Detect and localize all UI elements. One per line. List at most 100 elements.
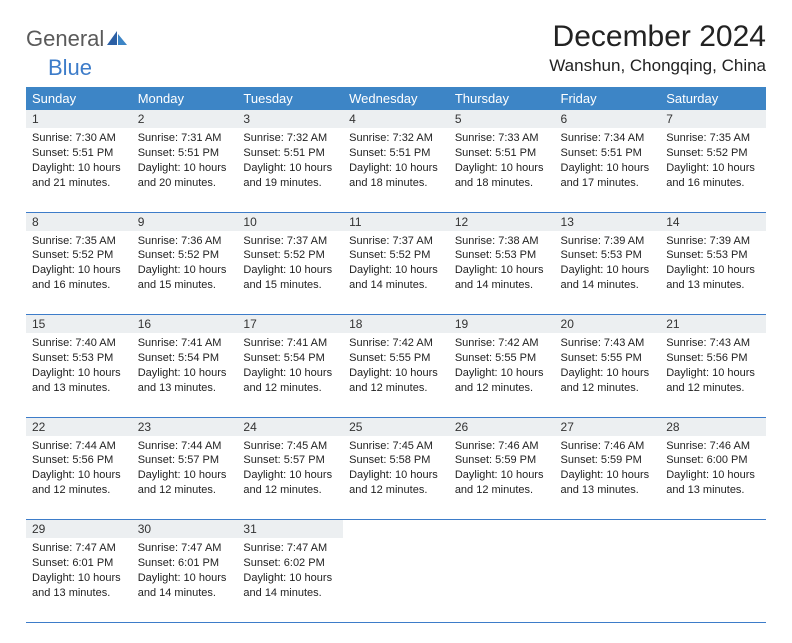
day-number-cell: 24 — [237, 417, 343, 436]
day-content-cell: Sunrise: 7:47 AMSunset: 6:01 PMDaylight:… — [26, 538, 132, 622]
sunset-line: Sunset: 5:52 PM — [138, 248, 232, 263]
sunset-line: Sunset: 5:56 PM — [666, 351, 760, 366]
sunset-line: Sunset: 5:54 PM — [243, 351, 337, 366]
sunset-line: Sunset: 5:51 PM — [32, 146, 126, 161]
sunset-line: Sunset: 6:00 PM — [666, 453, 760, 468]
day-number-cell: 5 — [449, 110, 555, 128]
cell-lines: Sunrise: 7:43 AMSunset: 5:55 PMDaylight:… — [561, 336, 655, 395]
daylight-line-2: and 18 minutes. — [349, 176, 443, 191]
logo-text: General Blue — [26, 26, 128, 81]
day-number-cell: 22 — [26, 417, 132, 436]
location: Wanshun, Chongqing, China — [549, 56, 766, 76]
daylight-line-2: and 13 minutes. — [138, 381, 232, 396]
cell-lines: Sunrise: 7:34 AMSunset: 5:51 PMDaylight:… — [561, 131, 655, 190]
content-row: Sunrise: 7:35 AM Sunset: 5:52 PM Daylight:… — [26, 231, 766, 315]
day-number-cell: 2 — [132, 110, 238, 128]
daylight-line-1: Daylight: 10 hours — [455, 366, 549, 381]
cell-lines: Sunrise: 7:32 AMSunset: 5:51 PMDaylight:… — [349, 131, 443, 190]
cell-lines: Sunrise: 7:41 AMSunset: 5:54 PMDaylight:… — [138, 336, 232, 395]
daylight-line-2: and 21 minutes. — [32, 176, 126, 191]
daynum-row: 1234567 — [26, 110, 766, 128]
sunrise-line: Sunrise: 7:38 AM — [455, 234, 549, 249]
daylight-line-2: and 13 minutes. — [666, 278, 760, 293]
day-number-cell: 20 — [555, 315, 661, 334]
day-content-cell — [555, 538, 661, 622]
cell-lines: Sunrise: 7:42 AMSunset: 5:55 PMDaylight:… — [349, 336, 443, 395]
content-row: Sunrise: 7:47 AMSunset: 6:01 PMDaylight:… — [26, 538, 766, 622]
sunrise-line: Sunrise: 7:44 AM — [138, 439, 232, 454]
daylight-line-1: Daylight: 10 hours — [138, 366, 232, 381]
day-content-cell — [449, 538, 555, 622]
cell-lines: Sunrise: 7:44 AMSunset: 5:57 PMDaylight:… — [138, 439, 232, 498]
daylight-line-2: and 20 minutes. — [138, 176, 232, 191]
day-content-cell: Sunrise: 7:37 AMSunset: 5:52 PMDaylight:… — [343, 231, 449, 315]
sunrise-line: Sunrise: 7:37 AM — [349, 234, 443, 249]
daylight-line-1: Daylight: 10 hours — [243, 366, 337, 381]
sunset-line: Sunset: 5:52 PM — [349, 248, 443, 263]
daylight-line-2: and 13 minutes. — [561, 483, 655, 498]
day-content-cell: Sunrise: 7:38 AMSunset: 5:53 PMDaylight:… — [449, 231, 555, 315]
day-number-cell: 28 — [660, 417, 766, 436]
day-content-cell: Sunrise: 7:32 AMSunset: 5:51 PMDaylight:… — [343, 128, 449, 212]
daylight-line-1: Daylight: 10 hours — [243, 161, 337, 176]
day-number-cell: 21 — [660, 315, 766, 334]
logo-sail-icon — [106, 30, 128, 51]
daylight-line-1: Daylight: 10 hours — [349, 161, 443, 176]
sunset-line: Sunset: 5:56 PM — [32, 453, 126, 468]
day-content-cell: Sunrise: 7:34 AMSunset: 5:51 PMDaylight:… — [555, 128, 661, 212]
content-row: Sunrise: 7:30 AMSunset: 5:51 PM Daylight:… — [26, 128, 766, 212]
daylight-line-1: Daylight: 10 hours — [561, 468, 655, 483]
sunset-line: Sunset: 5:58 PM — [349, 453, 443, 468]
daylight-line-2: and 15 minutes. — [138, 278, 232, 293]
sunset-line: Sunset: 5:55 PM — [455, 351, 549, 366]
day-content-cell — [660, 538, 766, 622]
daylight-line-2: and 15 minutes. — [243, 278, 337, 293]
day-content-cell: Sunrise: 7:41 AMSunset: 5:54 PMDaylight:… — [237, 333, 343, 417]
cell-lines: Sunrise: 7:47 AMSunset: 6:01 PMDaylight:… — [138, 541, 232, 600]
day-content-cell: Sunrise: 7:42 AMSunset: 5:55 PMDaylight:… — [449, 333, 555, 417]
daylight-line-2: and 14 minutes. — [243, 586, 337, 601]
day-number-cell: 25 — [343, 417, 449, 436]
sunset-line: Sunset: 5:53 PM — [561, 248, 655, 263]
logo: General Blue — [26, 26, 128, 81]
daylight-line-1: Daylight: 10 hours — [349, 468, 443, 483]
daylight-line-1: Daylight: 10 hours — [666, 468, 760, 483]
day-content-cell: Sunrise: 7:35 AMSunset: 5:52 PMDaylight:… — [660, 128, 766, 212]
cell-lines: Sunrise: 7:45 AMSunset: 5:57 PMDaylight:… — [243, 439, 337, 498]
daylight-line-2: and 16 minutes. — [666, 176, 760, 191]
day-content-cell: Sunrise: 7:44 AMSunset: 5:57 PMDaylight:… — [132, 436, 238, 520]
sunset-line: Sunset: 5:59 PM — [561, 453, 655, 468]
day-header: Monday — [132, 87, 238, 110]
sunrise-line: Sunrise: 7:46 AM — [561, 439, 655, 454]
day-number-cell: 14 — [660, 212, 766, 231]
daylight-line-2: and 12 minutes. — [349, 381, 443, 396]
daylight-line-1: Daylight: 10 hours — [32, 468, 126, 483]
day-content-cell: Sunrise: 7:47 AMSunset: 6:02 PMDaylight:… — [237, 538, 343, 622]
day-content-cell: Sunrise: 7:36 AMSunset: 5:52 PMDaylight:… — [132, 231, 238, 315]
day-content-cell: Sunrise: 7:43 AMSunset: 5:56 PMDaylight:… — [660, 333, 766, 417]
day-content-cell: Sunrise: 7:31 AMSunset: 5:51 PMDaylight:… — [132, 128, 238, 212]
calendar-page: General Blue December 2024 Wanshun, Chon… — [0, 0, 792, 643]
daynum-row: 15161718192021 — [26, 315, 766, 334]
day-number-cell: 11 — [343, 212, 449, 231]
day-content-cell: Sunrise: 7:44 AMSunset: 5:56 PMDaylight:… — [26, 436, 132, 520]
sunset-line: Sunset: 5:53 PM — [455, 248, 549, 263]
day-number-cell: 30 — [132, 520, 238, 539]
daylight-line-1: Daylight: 10 hours — [32, 571, 126, 586]
month-title: December 2024 — [549, 20, 766, 54]
day-number-cell: 8 — [26, 212, 132, 231]
day-number-cell: 31 — [237, 520, 343, 539]
sunrise-line: Sunrise: 7:30 AM — [32, 131, 126, 146]
sunset-line: Sunset: 5:55 PM — [561, 351, 655, 366]
day-content-cell: Sunrise: 7:46 AMSunset: 5:59 PMDaylight:… — [555, 436, 661, 520]
sunrise-line: Sunrise: 7:41 AM — [138, 336, 232, 351]
daynum-row: 293031 — [26, 520, 766, 539]
cell-lines: Sunrise: 7:32 AMSunset: 5:51 PMDaylight:… — [243, 131, 337, 190]
daylight-line-1: Daylight: 10 hours — [32, 263, 126, 278]
daylight-line-1: Daylight: 10 hours — [349, 366, 443, 381]
sunset-line: Sunset: 5:59 PM — [455, 453, 549, 468]
calendar-table: SundayMondayTuesdayWednesdayThursdayFrid… — [26, 87, 766, 623]
calendar-header-row: SundayMondayTuesdayWednesdayThursdayFrid… — [26, 87, 766, 110]
sunrise-line: Sunrise: 7:35 AM — [32, 234, 126, 249]
cell-lines: Sunrise: 7:35 AMSunset: 5:52 PMDaylight:… — [32, 234, 126, 293]
